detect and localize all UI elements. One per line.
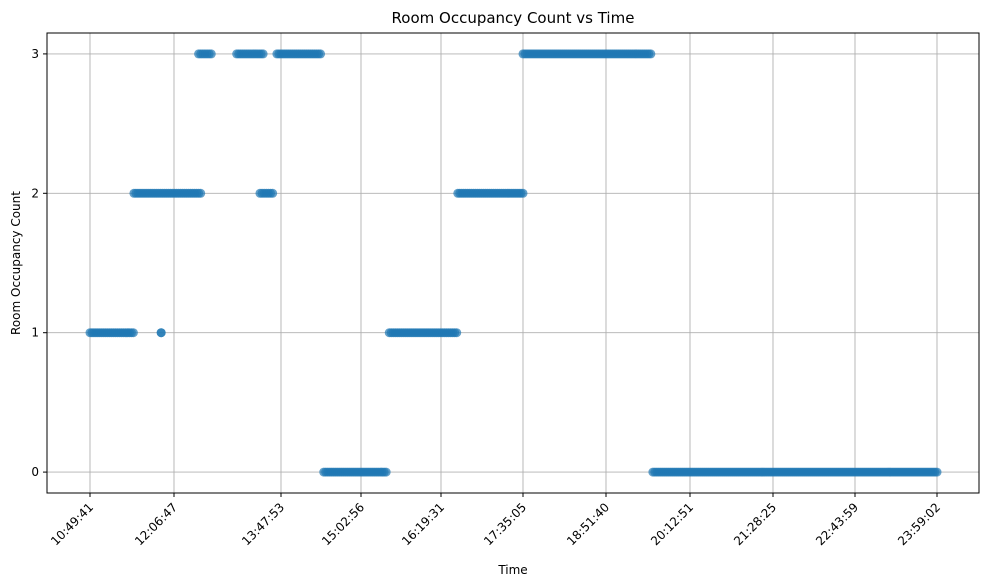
x-axis-ticks: 10:49:41 12:06:47 13:47:53 15:02:56 16:19:31… bbox=[48, 493, 943, 548]
data-point bbox=[258, 49, 268, 59]
y-axis-ticks: 0 1 2 3 bbox=[31, 47, 47, 479]
data-point bbox=[452, 328, 462, 338]
y-tick-label: 0 bbox=[31, 465, 39, 479]
x-tick-label: 17:35:05 bbox=[481, 500, 529, 548]
x-tick-label: 20:12:51 bbox=[648, 500, 696, 548]
y-tick-label: 3 bbox=[31, 47, 39, 61]
chart-title: Room Occupancy Count vs Time bbox=[392, 9, 635, 27]
x-tick-label: 21:28:25 bbox=[731, 500, 779, 548]
data-point bbox=[316, 49, 326, 59]
x-axis-label: Time bbox=[497, 563, 527, 577]
data-point bbox=[268, 188, 278, 198]
x-tick-label: 10:49:41 bbox=[48, 500, 96, 548]
data-point bbox=[206, 49, 216, 59]
data-point bbox=[196, 188, 206, 198]
x-tick-label: 18:51:40 bbox=[564, 500, 612, 548]
x-tick-label: 12:06:47 bbox=[132, 500, 180, 548]
data-point bbox=[646, 49, 656, 59]
grid-lines bbox=[47, 33, 979, 493]
data-point bbox=[932, 467, 942, 477]
data-points bbox=[85, 49, 942, 477]
data-point bbox=[156, 328, 166, 338]
x-tick-label: 23:59:02 bbox=[895, 500, 943, 548]
data-point bbox=[128, 328, 138, 338]
data-point bbox=[381, 467, 391, 477]
y-tick-label: 1 bbox=[31, 326, 39, 340]
data-point bbox=[518, 188, 528, 198]
plot-frame bbox=[46, 32, 980, 494]
x-tick-label: 13:47:53 bbox=[239, 500, 287, 548]
y-tick-label: 2 bbox=[31, 186, 39, 200]
x-tick-label: 22:43:59 bbox=[813, 500, 861, 548]
x-tick-label: 15:02:56 bbox=[319, 500, 367, 548]
y-axis-label: Room Occupancy Count bbox=[9, 191, 23, 335]
x-tick-label: 16:19:31 bbox=[399, 500, 447, 548]
